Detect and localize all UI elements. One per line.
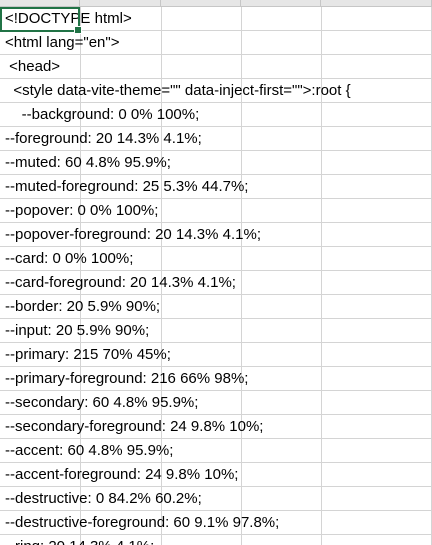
spreadsheet-row[interactable]: --popover: 0 0% 100%;	[0, 199, 432, 223]
column-header-e[interactable]	[321, 0, 432, 7]
spreadsheet-row[interactable]: --accent: 60 4.8% 95.9%;	[0, 439, 432, 463]
gridline-vertical	[321, 7, 322, 545]
cell-a-text: --background: 0 0% 100%;	[5, 106, 200, 123]
spreadsheet-row[interactable]: --card: 0 0% 100%;	[0, 247, 432, 271]
spreadsheet-row[interactable]: --secondary-foreground: 24 9.8% 10%;	[0, 415, 432, 439]
gridline-vertical	[241, 7, 242, 545]
spreadsheet-row[interactable]: --primary-foreground: 216 66% 98%;	[0, 367, 432, 391]
spreadsheet-row[interactable]: <!DOCTYPE html>	[0, 7, 432, 31]
spreadsheet-row[interactable]: --destructive-foreground: 60 9.1% 97.8%;	[0, 511, 432, 535]
cell-a-text: --border: 20 5.9% 90%;	[5, 298, 161, 315]
spreadsheet-row[interactable]: --primary: 215 70% 45%;	[0, 343, 432, 367]
spreadsheet-row[interactable]: --popover-foreground: 20 14.3% 4.1%;	[0, 223, 432, 247]
active-cell-selection[interactable]	[0, 7, 82, 34]
cell-a-text: --secondary: 60 4.8% 95.9%;	[5, 394, 199, 411]
spreadsheet-row[interactable]: <head>	[0, 55, 432, 79]
cell-a-text: <html lang="en">	[5, 34, 120, 51]
cell-grid[interactable]: <!DOCTYPE html> <html lang="en"> <head> …	[0, 7, 432, 545]
cell-a-text: --accent: 60 4.8% 95.9%;	[5, 442, 174, 459]
cell-a-text: --card-foreground: 20 14.3% 4.1%;	[5, 274, 236, 291]
cell-a-text: --foreground: 20 14.3% 4.1%;	[5, 130, 202, 147]
cell-a-text: --primary-foreground: 216 66% 98%;	[5, 370, 249, 387]
cell-a-text: --secondary-foreground: 24 9.8% 10%;	[5, 418, 264, 435]
gridline-vertical	[161, 7, 162, 545]
cell-a-text: --accent-foreground: 24 9.8% 10%;	[5, 466, 239, 483]
column-header-b[interactable]	[80, 0, 161, 7]
cell-a-text: --primary: 215 70% 45%;	[5, 346, 171, 363]
spreadsheet-row[interactable]: --muted-foreground: 25 5.3% 44.7%;	[0, 175, 432, 199]
spreadsheet-row[interactable]: --foreground: 20 14.3% 4.1%;	[0, 127, 432, 151]
spreadsheet-row[interactable]: --accent-foreground: 24 9.8% 10%;	[0, 463, 432, 487]
column-header-c[interactable]	[161, 0, 241, 7]
spreadsheet-row[interactable]: --muted: 60 4.8% 95.9%;	[0, 151, 432, 175]
spreadsheet-row[interactable]: <html lang="en">	[0, 31, 432, 55]
cell-a-text: --popover: 0 0% 100%;	[5, 202, 159, 219]
cell-a-text: --input: 20 5.9% 90%;	[5, 322, 150, 339]
cell-a-text: --card: 0 0% 100%;	[5, 250, 134, 267]
spreadsheet-row[interactable]: --secondary: 60 4.8% 95.9%;	[0, 391, 432, 415]
cell-a-text: <!DOCTYPE html>	[5, 10, 132, 27]
cell-a-text: --ring: 20 14.3% 4.1%;	[5, 538, 154, 545]
column-header-a[interactable]	[0, 0, 80, 7]
fill-handle[interactable]	[74, 26, 82, 34]
cell-a-text: --destructive-foreground: 60 9.1% 97.8%;	[5, 514, 280, 531]
column-header-strip	[0, 0, 432, 7]
cell-a-text: <head>	[5, 58, 61, 75]
column-header-d[interactable]	[241, 0, 321, 7]
cell-a-text: <style data-vite-theme="" data-inject-fi…	[5, 82, 351, 99]
spreadsheet-row[interactable]: <style data-vite-theme="" data-inject-fi…	[0, 79, 432, 103]
cell-a-text: --destructive: 0 84.2% 60.2%;	[5, 490, 202, 507]
cell-a-text: --muted-foreground: 25 5.3% 44.7%;	[5, 178, 249, 195]
gridline-vertical	[80, 7, 81, 545]
spreadsheet-row[interactable]: --destructive: 0 84.2% 60.2%;	[0, 487, 432, 511]
cell-a-text: --muted: 60 4.8% 95.9%;	[5, 154, 171, 171]
spreadsheet-row[interactable]: --ring: 20 14.3% 4.1%;	[0, 535, 432, 545]
cell-a-text: --popover-foreground: 20 14.3% 4.1%;	[5, 226, 261, 243]
spreadsheet-row[interactable]: --card-foreground: 20 14.3% 4.1%;	[0, 271, 432, 295]
spreadsheet-row[interactable]: --border: 20 5.9% 90%;	[0, 295, 432, 319]
spreadsheet-row[interactable]: --input: 20 5.9% 90%;	[0, 319, 432, 343]
spreadsheet-row[interactable]: --background: 0 0% 100%;	[0, 103, 432, 127]
